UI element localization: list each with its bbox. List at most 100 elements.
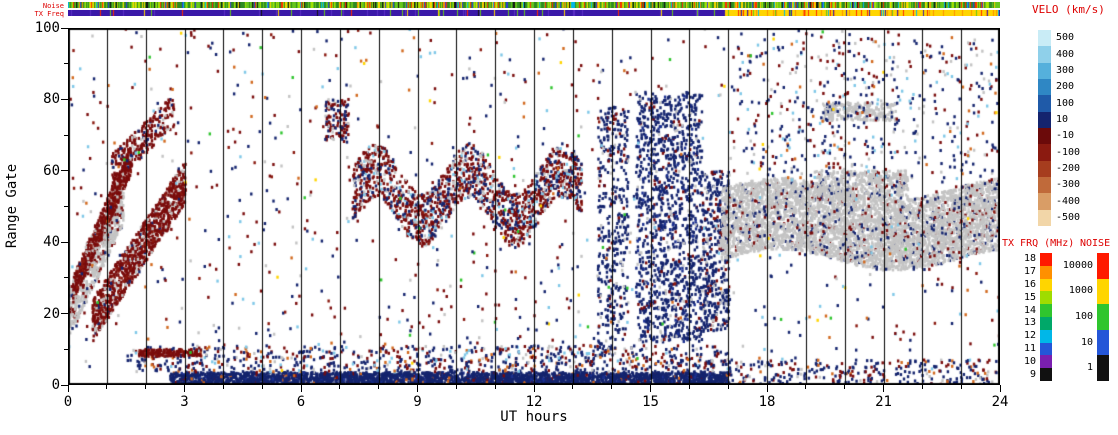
txfrq-colorbar-segment bbox=[1040, 291, 1052, 305]
x-tick-label: 21 bbox=[875, 394, 892, 410]
x-minor-tick-mark bbox=[339, 385, 341, 389]
noise-colorbar-segment bbox=[1097, 278, 1109, 305]
y-tick-label: 100 bbox=[34, 20, 60, 36]
velo-colorbar-segment bbox=[1038, 79, 1051, 96]
txfrq-colorbar-tick-label: 10 bbox=[1023, 355, 1036, 367]
txfrq-colorbar-tick-label: 13 bbox=[1023, 317, 1036, 329]
txfrq-colorbar-tick-label: 14 bbox=[1023, 304, 1036, 316]
velo-colorbar-tick-label: 300 bbox=[1056, 64, 1075, 76]
y-tick-label: 80 bbox=[43, 91, 60, 108]
noise-strip-label: Noise bbox=[42, 2, 64, 10]
velo-colorbar-tick-label: -500 bbox=[1056, 211, 1081, 223]
velo-colorbar-tick-label: -300 bbox=[1056, 179, 1081, 191]
x-tick-label: 24 bbox=[991, 394, 1009, 410]
noise-colorbar-segment bbox=[1097, 253, 1109, 280]
velo-colorbar-segment bbox=[1038, 95, 1051, 113]
txfrq-colorbar-tick-label: 17 bbox=[1023, 266, 1036, 278]
x-tick-label: 12 bbox=[525, 394, 543, 410]
txfrq-colorbar-tick-label: 9 bbox=[1029, 368, 1036, 380]
y-tick-mark bbox=[61, 170, 68, 172]
noise-colorbar-tick-label: 100 bbox=[1074, 311, 1093, 322]
velo-colorbar-segment bbox=[1038, 62, 1051, 80]
x-tick-mark bbox=[650, 385, 651, 392]
noise-strip bbox=[68, 2, 1000, 8]
txfrq-colorbar-segment bbox=[1040, 342, 1052, 356]
noise-colorbar-tick-label: 10 bbox=[1080, 336, 1093, 348]
velo-colorbar-tick-label: 400 bbox=[1056, 48, 1075, 60]
y-minor-tick-mark bbox=[64, 134, 68, 136]
x-minor-tick-mark bbox=[611, 385, 613, 389]
x-tick-mark bbox=[184, 385, 185, 392]
velo-colorbar-tick-label: -100 bbox=[1056, 146, 1081, 158]
x-minor-tick-mark bbox=[844, 385, 846, 389]
plot-canvas bbox=[68, 28, 1000, 385]
y-tick-label: 20 bbox=[43, 305, 60, 322]
x-tick-label: 18 bbox=[758, 394, 776, 410]
x-tick-mark bbox=[533, 385, 535, 392]
x-tick-label: 15 bbox=[642, 394, 659, 410]
x-tick-label: 6 bbox=[296, 394, 306, 410]
y-tick-mark bbox=[61, 384, 68, 386]
x-minor-tick-mark bbox=[805, 385, 807, 389]
txfreq-strip-label: TX Freq bbox=[34, 10, 64, 18]
velo-colorbar-tick-label: 200 bbox=[1056, 81, 1075, 93]
velo-colorbar-segment bbox=[1038, 46, 1051, 64]
noise-colorbar-tick-label: 1000 bbox=[1068, 285, 1093, 297]
y-minor-tick-mark bbox=[64, 348, 68, 350]
x-tick-mark bbox=[67, 385, 69, 392]
x-minor-tick-mark bbox=[688, 385, 690, 389]
velo-colorbar-tick-label: 500 bbox=[1056, 32, 1075, 44]
y-minor-tick-mark bbox=[64, 63, 68, 65]
noise-colorbar-tick-label: 1 bbox=[1086, 362, 1093, 374]
txfrq-colorbar-tick-label: 15 bbox=[1023, 291, 1036, 303]
txfrq-colorbar-segment bbox=[1040, 304, 1052, 318]
x-minor-tick-mark bbox=[222, 385, 224, 389]
velo-colorbar-segment bbox=[1038, 111, 1051, 129]
velo-colorbar-segment bbox=[1038, 160, 1051, 178]
noise-colorbar-segment bbox=[1097, 304, 1109, 331]
velo-colorbar-segment bbox=[1038, 193, 1051, 211]
x-minor-tick-mark bbox=[145, 385, 147, 389]
y-minor-tick-mark bbox=[64, 206, 68, 207]
txfrq-colorbar-segment bbox=[1040, 253, 1052, 267]
txfrq-colorbar-tick-label: 11 bbox=[1023, 343, 1036, 354]
x-tick-mark bbox=[766, 385, 768, 392]
x-minor-tick-mark bbox=[455, 385, 457, 389]
x-minor-tick-mark bbox=[106, 385, 108, 389]
velo-colorbar-segment bbox=[1038, 30, 1051, 47]
y-tick-mark bbox=[61, 98, 68, 100]
noise-colorbar-segment bbox=[1097, 355, 1109, 382]
y-axis-label: Range Gate bbox=[4, 163, 20, 249]
txfrq-colorbar-segment bbox=[1040, 317, 1052, 331]
x-minor-tick-mark bbox=[921, 385, 923, 389]
noise-colorbar-title: NOISE bbox=[1080, 238, 1111, 249]
x-tick-mark bbox=[883, 385, 884, 392]
y-tick-label: 60 bbox=[43, 162, 60, 179]
x-minor-tick-mark bbox=[960, 385, 962, 389]
txfrq-colorbar-segment bbox=[1040, 278, 1052, 292]
y-tick-mark bbox=[61, 313, 68, 315]
x-tick-label: 9 bbox=[413, 394, 422, 410]
y-tick-mark bbox=[61, 27, 68, 29]
x-minor-tick-mark bbox=[572, 385, 574, 389]
velo-colorbar-tick-label: 100 bbox=[1056, 97, 1075, 109]
y-tick-label: 0 bbox=[51, 377, 60, 393]
txfrq-colorbar-tick-label: 16 bbox=[1023, 279, 1036, 290]
txfrq-colorbar-segment bbox=[1040, 329, 1052, 344]
x-minor-tick-mark bbox=[378, 385, 380, 389]
velo-colorbar-tick-label: -200 bbox=[1056, 162, 1081, 174]
y-tick-mark bbox=[61, 241, 68, 243]
y-tick-label: 40 bbox=[43, 234, 60, 251]
txfrq-colorbar-segment bbox=[1040, 265, 1052, 280]
noise-colorbar-tick-label: 10000 bbox=[1062, 259, 1093, 271]
velo-colorbar-title: VELO (km/s) bbox=[1032, 3, 1105, 16]
x-tick-mark bbox=[300, 385, 302, 392]
x-minor-tick-mark bbox=[727, 385, 729, 389]
y-minor-tick-mark bbox=[64, 277, 68, 279]
x-tick-label: 3 bbox=[180, 394, 189, 410]
velo-colorbar-segment bbox=[1038, 209, 1051, 227]
txfrq-colorbar-segment bbox=[1040, 355, 1052, 369]
txfrq-colorbar-tick-label: 12 bbox=[1023, 330, 1036, 342]
velo-colorbar-segment bbox=[1038, 128, 1051, 145]
